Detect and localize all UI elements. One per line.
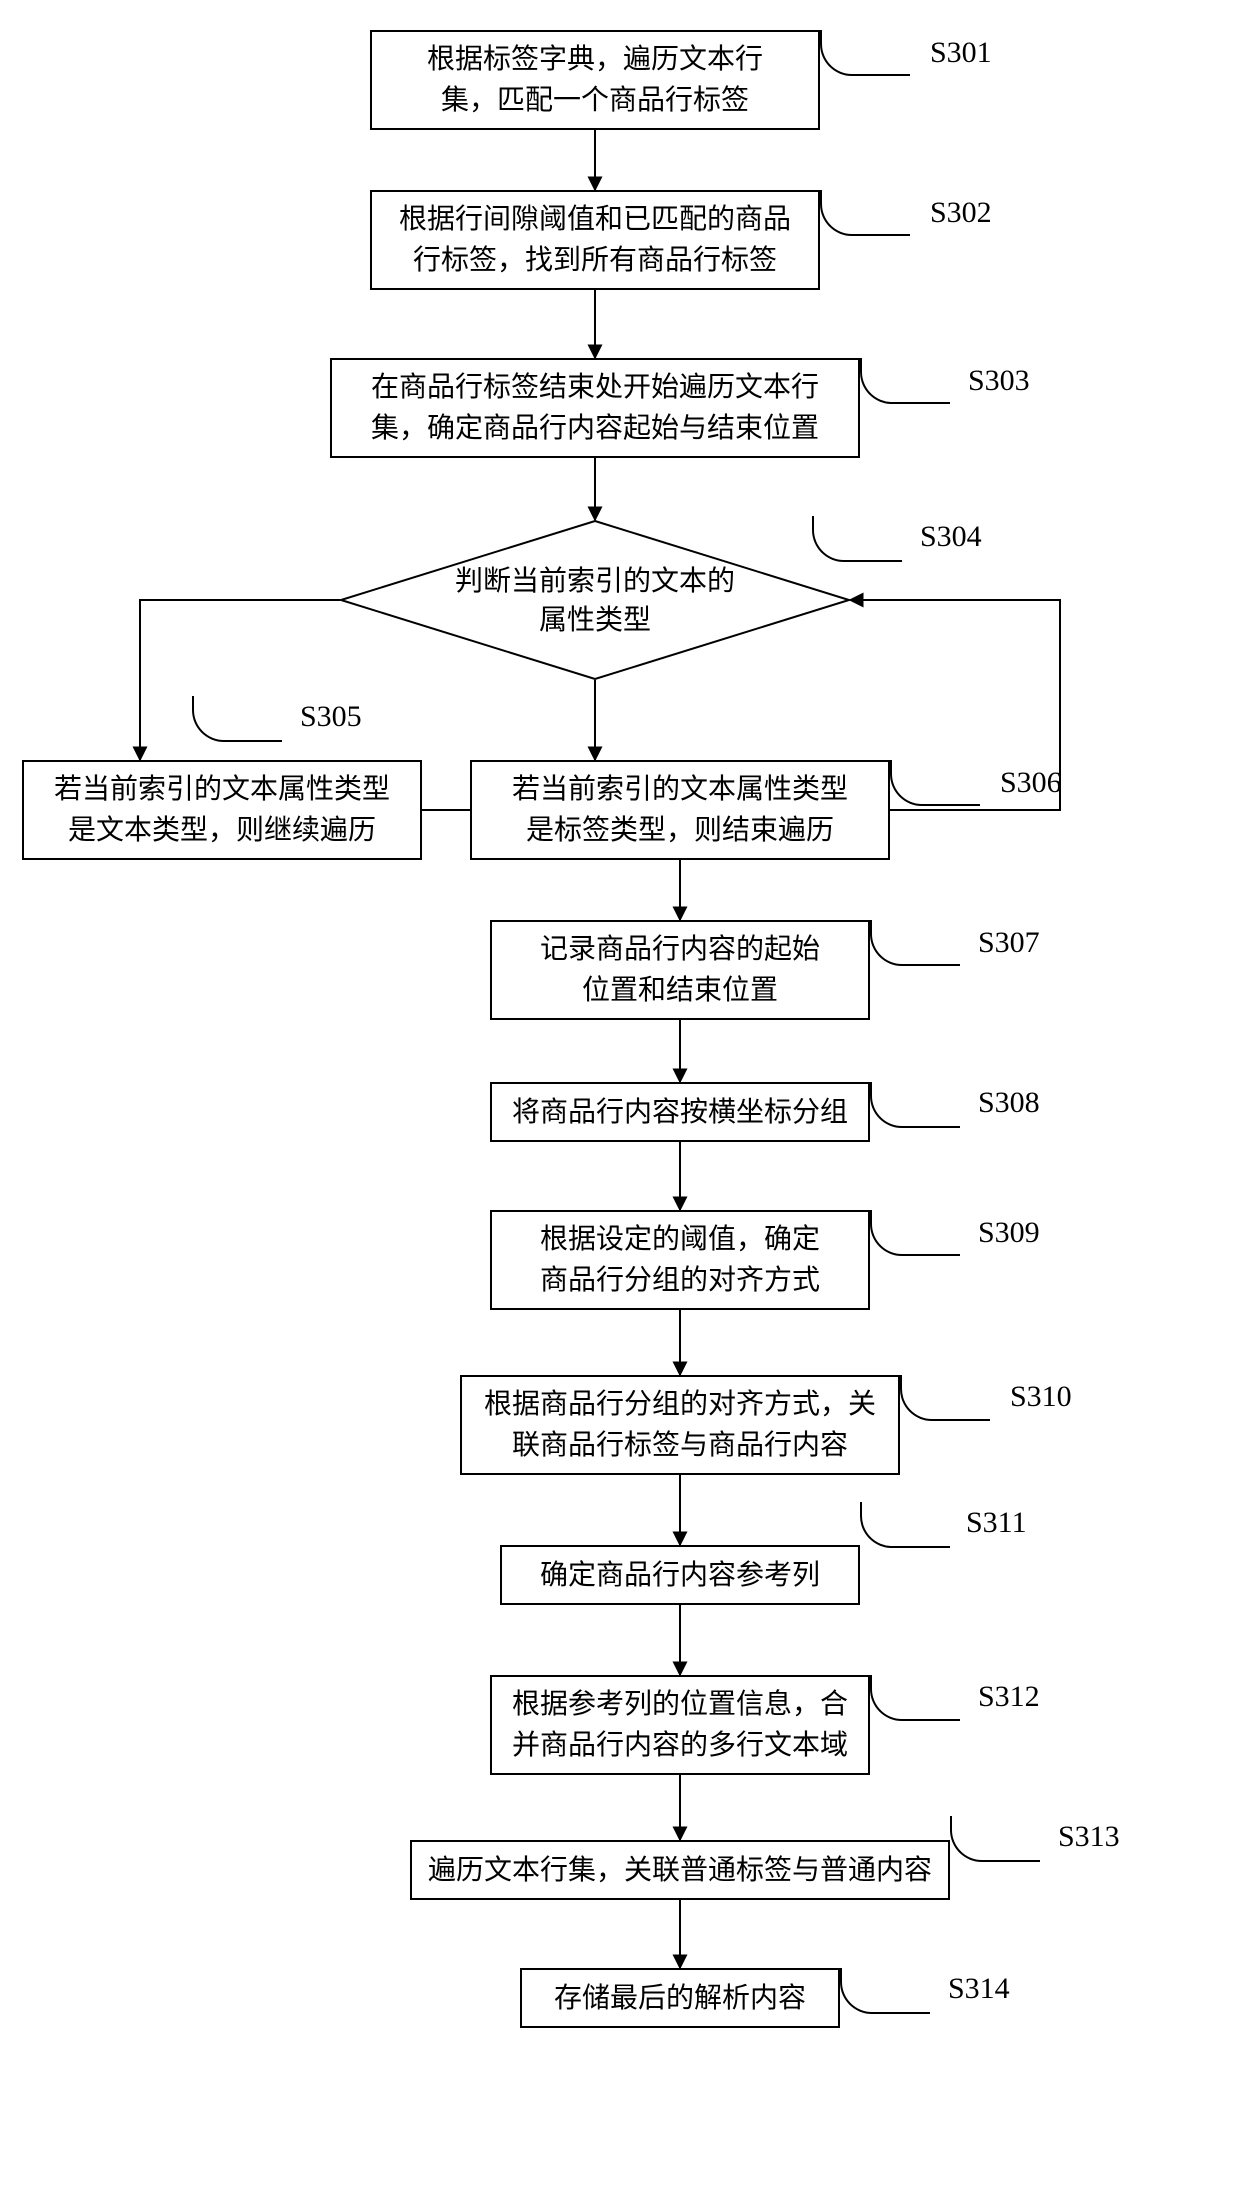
node-S310: 根据商品行分组的对齐方式，关联商品行标签与商品行内容 <box>460 1375 900 1475</box>
node-text: 根据参考列的位置信息，合并商品行内容的多行文本域 <box>512 1684 848 1765</box>
node-S303: 在商品行标签结束处开始遍历文本行集，确定商品行内容起始与结束位置 <box>330 358 860 458</box>
node-text: 判断当前索引的文本的属性类型 <box>340 520 850 680</box>
step-label-S305: S305 <box>300 700 362 734</box>
node-text: 若当前索引的文本属性类型是文本类型，则继续遍历 <box>54 769 390 850</box>
label-hook-S313 <box>950 1816 1040 1862</box>
step-label-S303: S303 <box>968 364 1030 398</box>
node-text: 根据行间隙阈值和已匹配的商品行标签，找到所有商品行标签 <box>399 199 791 280</box>
node-S302: 根据行间隙阈值和已匹配的商品行标签，找到所有商品行标签 <box>370 190 820 290</box>
node-text: 若当前索引的文本属性类型是标签类型，则结束遍历 <box>512 769 848 850</box>
label-hook-S312 <box>870 1675 960 1721</box>
step-label-S308: S308 <box>978 1086 1040 1120</box>
step-label-S304: S304 <box>920 520 982 554</box>
node-S308: 将商品行内容按横坐标分组 <box>490 1082 870 1142</box>
step-label-S312: S312 <box>978 1680 1040 1714</box>
label-hook-S303 <box>860 358 950 404</box>
step-label-S302: S302 <box>930 196 992 230</box>
label-hook-S307 <box>870 920 960 966</box>
node-S304: 判断当前索引的文本的属性类型 <box>340 520 850 680</box>
label-hook-S310 <box>900 1375 990 1421</box>
step-label-S310: S310 <box>1010 1380 1072 1414</box>
node-S311: 确定商品行内容参考列 <box>500 1545 860 1605</box>
label-hook-S314 <box>840 1968 930 2014</box>
label-hook-S311 <box>860 1502 950 1548</box>
node-text: 根据设定的阈值，确定商品行分组的对齐方式 <box>540 1219 820 1300</box>
node-S307: 记录商品行内容的起始位置和结束位置 <box>490 920 870 1020</box>
label-hook-S304 <box>812 516 902 562</box>
label-hook-S306 <box>890 760 980 806</box>
node-text: 在商品行标签结束处开始遍历文本行集，确定商品行内容起始与结束位置 <box>371 367 819 448</box>
step-label-S313: S313 <box>1058 1820 1120 1854</box>
node-S312: 根据参考列的位置信息，合并商品行内容的多行文本域 <box>490 1675 870 1775</box>
flowchart-canvas: 根据标签字典，遍历文本行集，匹配一个商品行标签根据行间隙阈值和已匹配的商品行标签… <box>0 0 1240 2196</box>
node-text: 确定商品行内容参考列 <box>540 1555 820 1596</box>
label-hook-S309 <box>870 1210 960 1256</box>
node-S306: 若当前索引的文本属性类型是标签类型，则结束遍历 <box>470 760 890 860</box>
label-hook-S305 <box>192 696 282 742</box>
node-text: 存储最后的解析内容 <box>554 1978 806 2019</box>
step-label-S307: S307 <box>978 926 1040 960</box>
step-label-S311: S311 <box>966 1506 1027 1540</box>
label-hook-S301 <box>820 30 910 76</box>
node-S301: 根据标签字典，遍历文本行集，匹配一个商品行标签 <box>370 30 820 130</box>
node-S305: 若当前索引的文本属性类型是文本类型，则继续遍历 <box>22 760 422 860</box>
step-label-S301: S301 <box>930 36 992 70</box>
node-S314: 存储最后的解析内容 <box>520 1968 840 2028</box>
label-hook-S302 <box>820 190 910 236</box>
node-text: 根据标签字典，遍历文本行集，匹配一个商品行标签 <box>427 39 763 120</box>
node-text: 将商品行内容按横坐标分组 <box>512 1092 848 1133</box>
node-text: 记录商品行内容的起始位置和结束位置 <box>540 929 820 1010</box>
node-S309: 根据设定的阈值，确定商品行分组的对齐方式 <box>490 1210 870 1310</box>
node-text: 遍历文本行集，关联普通标签与普通内容 <box>428 1850 932 1891</box>
node-text: 根据商品行分组的对齐方式，关联商品行标签与商品行内容 <box>484 1384 876 1465</box>
label-hook-S308 <box>870 1082 960 1128</box>
node-S313: 遍历文本行集，关联普通标签与普通内容 <box>410 1840 950 1900</box>
step-label-S306: S306 <box>1000 766 1062 800</box>
step-label-S309: S309 <box>978 1216 1040 1250</box>
step-label-S314: S314 <box>948 1972 1010 2006</box>
